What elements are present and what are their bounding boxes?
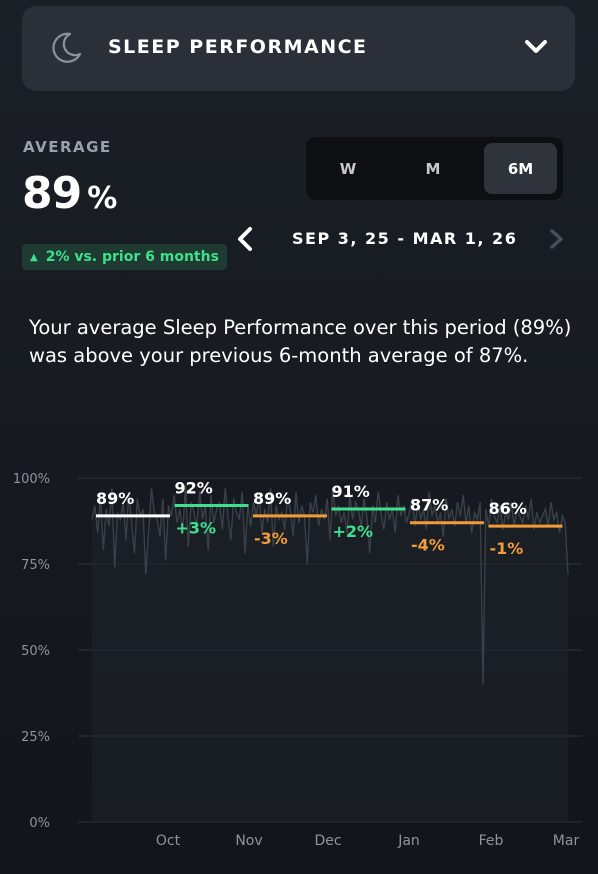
average-unit: % — [87, 181, 118, 216]
monthly-change-label: +3% — [176, 519, 217, 538]
chevron-left-icon[interactable] — [232, 225, 258, 253]
range-option-6-months[interactable]: 6M — [484, 143, 557, 194]
y-tick-label: 100% — [13, 472, 50, 487]
monthly-change-label: -4% — [411, 536, 445, 555]
x-tick-label: Dec — [314, 833, 341, 849]
monthly-average-label: 89% — [96, 489, 134, 508]
monthly-average-label: 86% — [489, 499, 527, 518]
average-number: 89 — [22, 168, 82, 219]
x-tick-label: Nov — [235, 833, 262, 849]
range-toggle: W M 6M — [306, 137, 563, 200]
monthly-average-label: 92% — [175, 479, 213, 498]
chevron-down-icon[interactable] — [523, 36, 549, 58]
chevron-right-icon[interactable] — [544, 225, 570, 253]
up-triangle-icon: ▲ — [30, 251, 38, 263]
monthly-average-label: 87% — [410, 496, 448, 515]
delta-badge: ▲ 2% vs. prior 6 months — [22, 244, 227, 270]
y-tick-label: 50% — [21, 644, 50, 659]
monthly-average-label: 89% — [253, 489, 291, 508]
moon-icon — [52, 32, 82, 63]
x-tick-label: Jan — [397, 833, 420, 849]
monthly-average-label: 91% — [332, 482, 370, 501]
date-range: SEP 3, 25 - MAR 1, 26 — [292, 229, 518, 248]
monthly-change-label: +2% — [333, 522, 374, 541]
range-option-month[interactable]: M — [425, 159, 441, 178]
summary-text: Your average Sleep Performance over this… — [29, 316, 572, 367]
x-tick-label: Oct — [156, 833, 181, 849]
y-tick-label: 75% — [21, 558, 50, 573]
monthly-change-label: -1% — [490, 539, 524, 558]
sleep-performance-header[interactable]: SLEEP PERFORMANCE — [22, 6, 575, 91]
date-navigator: SEP 3, 25 - MAR 1, 26 — [232, 225, 572, 255]
average-value: 89% — [22, 168, 117, 219]
x-tick-label: Feb — [479, 833, 504, 849]
x-tick-label: Mar — [553, 833, 580, 849]
y-tick-label: 25% — [21, 730, 50, 745]
sleep-performance-chart: 100% 75% 50% 25% 0% 89% 92% +3% 89% -3% 91% +2% 87% -… — [13, 472, 582, 849]
delta-text: 2% vs. prior 6 months — [45, 249, 219, 265]
monthly-change-label: -3% — [254, 529, 288, 548]
range-option-week[interactable]: W — [339, 159, 357, 178]
average-label: AVERAGE — [23, 138, 112, 156]
y-tick-label: 0% — [29, 816, 50, 831]
daily-area — [92, 484, 568, 822]
header-title: SLEEP PERFORMANCE — [108, 36, 368, 58]
